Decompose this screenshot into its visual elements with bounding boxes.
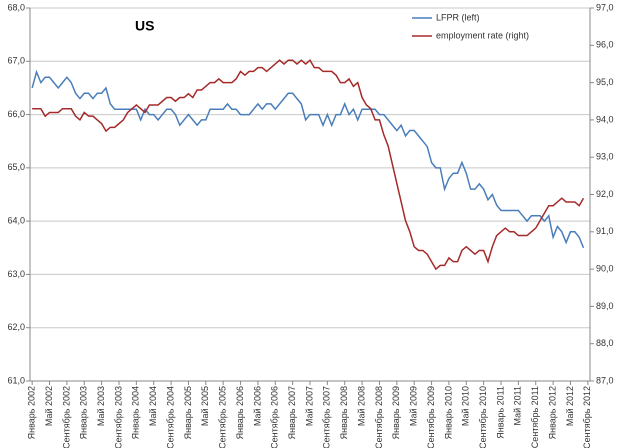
y-tick-label: 66,0 (7, 109, 25, 119)
legend-label: LFPR (left) (436, 12, 480, 22)
x-tick-label: Январь 2010 (443, 386, 453, 439)
x-tick-label: Январь 2011 (495, 386, 505, 439)
y-tick-label: 63,0 (7, 269, 25, 279)
x-tick-label: Сентябрь 2008 (374, 386, 384, 448)
x-tick-label: Сентябрь 2009 (426, 386, 436, 448)
x-tick-label: Сентябрь 2010 (478, 386, 488, 448)
x-tick-label: Май 2007 (304, 386, 314, 426)
y2-tick-label: 90,0 (596, 263, 614, 273)
y-tick-label: 61,0 (7, 375, 25, 385)
x-tick-label: Сентябрь 2006 (270, 386, 280, 448)
x-tick-label: Май 2012 (565, 386, 575, 426)
y-tick-label: 64,0 (7, 216, 25, 226)
y-tick-label: 65,0 (7, 162, 25, 172)
x-tick-label: Сентябрь 2003 (113, 386, 123, 448)
x-tick-label: Май 2002 (44, 386, 54, 426)
y-tick-label: 62,0 (7, 322, 25, 332)
y2-tick-label: 92,0 (596, 189, 614, 199)
x-tick-label: Май 2005 (200, 386, 210, 426)
x-tick-label: Май 2008 (356, 386, 366, 426)
x-tick-label: Май 2006 (252, 386, 262, 426)
y2-tick-label: 97,0 (596, 2, 614, 12)
x-tick-label: Май 2004 (148, 386, 158, 426)
x-tick-label: Май 2010 (461, 386, 471, 426)
y2-tick-label: 93,0 (596, 152, 614, 162)
chart-title: US (135, 18, 154, 34)
y-tick-label: 67,0 (7, 56, 25, 66)
y2-tick-label: 96,0 (596, 40, 614, 50)
x-tick-label: Сентябрь 2002 (61, 386, 71, 448)
x-tick-label: Сентябрь 2012 (582, 386, 592, 448)
x-tick-label: Январь 2004 (131, 386, 141, 439)
x-tick-label: Январь 2003 (79, 386, 89, 439)
y2-tick-label: 95,0 (596, 77, 614, 87)
x-tick-label: Январь 2002 (27, 386, 37, 439)
x-tick-label: Январь 2008 (339, 386, 349, 439)
legend-label: employment rate (right) (436, 30, 529, 40)
x-tick-label: Январь 2006 (235, 386, 245, 439)
y2-tick-label: 89,0 (596, 301, 614, 311)
x-tick-label: Май 2003 (96, 386, 106, 426)
x-tick-label: Сентябрь 2004 (165, 386, 175, 448)
series-line (31, 69, 585, 249)
y-tick-label: 68,0 (7, 2, 25, 12)
x-tick-label: Сентябрь 2011 (530, 386, 540, 448)
y2-tick-label: 87,0 (596, 375, 614, 385)
x-tick-label: Январь 2009 (391, 386, 401, 439)
x-tick-label: Май 2009 (409, 386, 419, 426)
x-tick-label: Сентябрь 2007 (322, 386, 332, 448)
x-tick-label: Январь 2005 (183, 386, 193, 439)
y2-tick-label: 91,0 (596, 226, 614, 236)
y2-tick-label: 94,0 (596, 114, 614, 124)
series-line (32, 59, 585, 271)
x-tick-label: Май 2011 (513, 386, 523, 426)
x-tick-label: Январь 2012 (547, 386, 557, 439)
x-tick-label: Январь 2007 (287, 386, 297, 439)
y2-tick-label: 88,0 (596, 338, 614, 348)
x-tick-label: Сентябрь 2005 (218, 386, 228, 448)
